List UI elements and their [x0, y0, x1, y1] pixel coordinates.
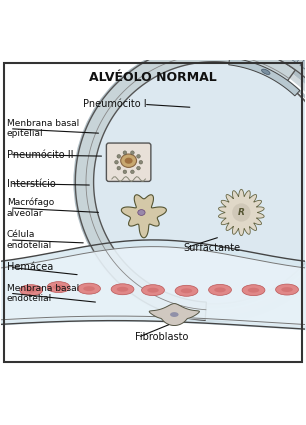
- Circle shape: [137, 155, 140, 158]
- Ellipse shape: [281, 287, 293, 292]
- Text: ALVÉOLO NORMAL: ALVÉOLO NORMAL: [89, 71, 217, 84]
- Ellipse shape: [25, 288, 37, 293]
- Ellipse shape: [117, 287, 128, 292]
- Ellipse shape: [214, 287, 226, 292]
- Text: Menbrana basal
epitelial: Menbrana basal epitelial: [7, 119, 79, 139]
- Circle shape: [115, 160, 118, 164]
- Polygon shape: [300, 57, 306, 70]
- Ellipse shape: [111, 284, 134, 295]
- Polygon shape: [229, 57, 300, 96]
- Ellipse shape: [276, 284, 298, 295]
- Polygon shape: [75, 43, 295, 320]
- Ellipse shape: [125, 158, 132, 164]
- Circle shape: [137, 166, 140, 170]
- Circle shape: [92, 60, 306, 304]
- Ellipse shape: [181, 288, 192, 293]
- Text: Pneumócito II: Pneumócito II: [7, 150, 73, 160]
- Ellipse shape: [53, 285, 64, 289]
- FancyBboxPatch shape: [106, 143, 151, 181]
- Ellipse shape: [170, 312, 179, 317]
- Circle shape: [123, 151, 127, 155]
- Polygon shape: [290, 51, 302, 63]
- Circle shape: [131, 170, 134, 174]
- Text: Hemácea: Hemácea: [7, 262, 53, 272]
- Text: Macrófago
alveolar: Macrófago alveolar: [7, 198, 54, 218]
- Ellipse shape: [248, 288, 259, 293]
- Circle shape: [117, 155, 121, 158]
- Polygon shape: [149, 303, 200, 326]
- Text: Fibroblasto: Fibroblasto: [135, 332, 188, 343]
- Ellipse shape: [242, 285, 265, 296]
- Ellipse shape: [209, 284, 231, 295]
- Circle shape: [117, 166, 121, 170]
- Ellipse shape: [138, 210, 145, 215]
- Polygon shape: [121, 195, 166, 238]
- Ellipse shape: [121, 154, 136, 167]
- Text: Interstício: Interstício: [7, 178, 55, 189]
- Polygon shape: [259, 35, 270, 47]
- Ellipse shape: [47, 282, 70, 293]
- Ellipse shape: [147, 288, 159, 293]
- Polygon shape: [218, 190, 264, 235]
- Ellipse shape: [262, 69, 270, 74]
- Ellipse shape: [78, 283, 100, 294]
- Circle shape: [131, 151, 134, 155]
- Text: Menbrana basal
endotelial: Menbrana basal endotelial: [7, 283, 79, 303]
- Text: R: R: [238, 208, 245, 217]
- Circle shape: [123, 170, 127, 174]
- Circle shape: [232, 203, 251, 222]
- Polygon shape: [281, 45, 292, 57]
- Circle shape: [139, 160, 143, 164]
- Text: Pneumócito I: Pneumócito I: [83, 99, 147, 109]
- Ellipse shape: [142, 285, 164, 296]
- Ellipse shape: [175, 285, 198, 296]
- Text: Surfactante: Surfactante: [184, 243, 241, 252]
- Ellipse shape: [83, 286, 95, 291]
- Polygon shape: [270, 40, 281, 51]
- Text: Célula
endotelial: Célula endotelial: [7, 230, 52, 249]
- Polygon shape: [257, 28, 306, 111]
- Ellipse shape: [20, 285, 43, 296]
